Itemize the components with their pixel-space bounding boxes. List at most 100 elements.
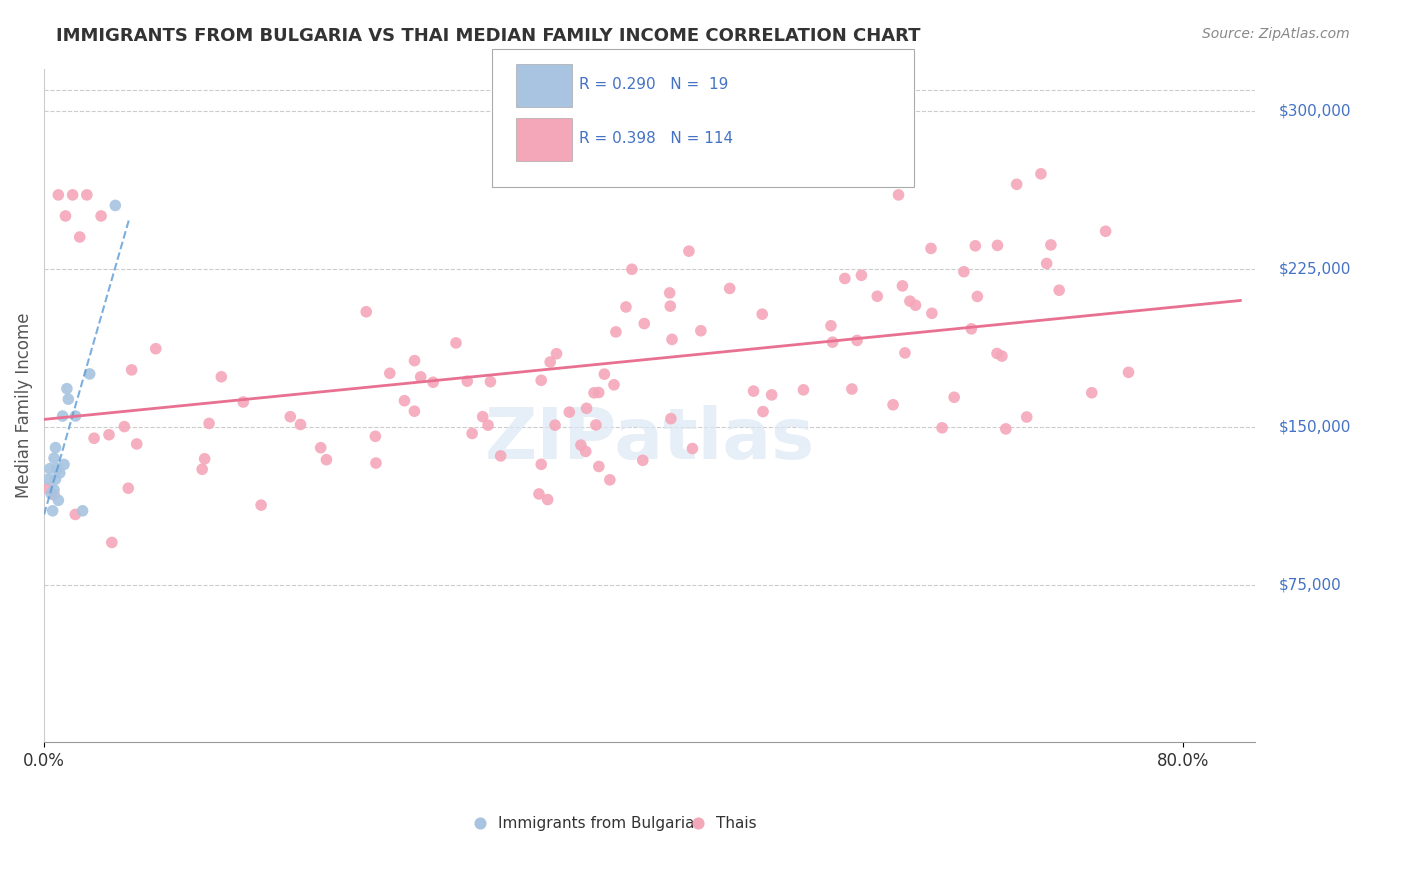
Point — [801, 735, 824, 749]
Point — [58, 392, 80, 407]
Point — [39, 487, 62, 501]
Point — [37, 481, 59, 495]
Point — [846, 334, 869, 348]
Point — [681, 442, 703, 456]
Point — [145, 342, 167, 356]
Point — [53, 458, 76, 472]
Point — [752, 404, 775, 418]
Point — [394, 393, 416, 408]
Point — [56, 382, 79, 396]
Point — [38, 461, 60, 475]
Point — [661, 332, 683, 346]
Point — [960, 322, 983, 336]
Point — [530, 458, 553, 472]
Point — [49, 466, 72, 480]
Point — [404, 404, 426, 418]
Point — [620, 262, 643, 277]
Point — [1005, 178, 1028, 192]
Point — [891, 278, 914, 293]
Point — [194, 451, 217, 466]
Point — [42, 483, 65, 497]
Text: $75,000: $75,000 — [1278, 577, 1341, 592]
Text: ZIPatlas: ZIPatlas — [484, 405, 814, 474]
Point — [588, 385, 610, 400]
Point — [603, 377, 626, 392]
Point — [605, 325, 627, 339]
Point — [546, 347, 568, 361]
Point — [659, 299, 682, 313]
Point — [90, 209, 112, 223]
Point — [689, 324, 711, 338]
Point — [461, 426, 484, 441]
Point — [538, 355, 561, 369]
Point — [44, 441, 66, 455]
Point — [422, 376, 444, 390]
Point — [471, 409, 494, 424]
Point — [117, 481, 139, 495]
Point — [79, 367, 101, 381]
Point — [904, 298, 927, 312]
Point — [678, 244, 700, 259]
Point — [44, 472, 66, 486]
Point — [921, 306, 943, 320]
Point — [104, 198, 127, 212]
Point — [792, 383, 814, 397]
Point — [48, 187, 70, 202]
Point — [588, 459, 610, 474]
Point — [309, 441, 332, 455]
Text: $300,000: $300,000 — [1278, 103, 1351, 118]
Point — [986, 346, 1008, 360]
Point — [866, 289, 889, 303]
Point — [45, 461, 67, 475]
Point — [1047, 283, 1070, 297]
Point — [820, 318, 842, 333]
Point — [821, 335, 844, 350]
Point — [931, 421, 953, 435]
Point — [546, 735, 568, 749]
Point — [1039, 238, 1062, 252]
Point — [1029, 167, 1052, 181]
Point — [593, 367, 616, 381]
Point — [745, 167, 768, 181]
Point — [479, 375, 502, 389]
Point — [364, 429, 387, 443]
Point — [920, 242, 942, 256]
Point — [575, 401, 598, 416]
Text: Immigrants from Bulgaria: Immigrants from Bulgaria — [498, 816, 695, 830]
Point — [378, 366, 401, 380]
Point — [121, 363, 143, 377]
Point — [953, 265, 976, 279]
Point — [1035, 256, 1057, 270]
Point — [1094, 224, 1116, 238]
Point — [841, 382, 863, 396]
Point — [614, 300, 637, 314]
Point — [583, 385, 606, 400]
Point — [55, 209, 77, 223]
Point — [65, 508, 87, 522]
Point — [42, 451, 65, 466]
Point — [112, 419, 135, 434]
Point — [569, 438, 592, 452]
Point — [887, 187, 910, 202]
Point — [575, 444, 598, 458]
Point — [76, 187, 98, 202]
Point — [101, 535, 124, 549]
Point — [986, 238, 1008, 252]
Point — [48, 493, 70, 508]
Point — [537, 492, 560, 507]
Text: Source: ZipAtlas.com: Source: ZipAtlas.com — [1202, 27, 1350, 41]
Text: IMMIGRANTS FROM BULGARIA VS THAI MEDIAN FAMILY INCOME CORRELATION CHART: IMMIGRANTS FROM BULGARIA VS THAI MEDIAN … — [56, 27, 921, 45]
Point — [315, 452, 337, 467]
Point — [834, 271, 856, 285]
Point — [250, 498, 273, 512]
Point — [633, 317, 655, 331]
Point — [1015, 409, 1038, 424]
Point — [278, 409, 301, 424]
Point — [125, 437, 148, 451]
Point — [489, 449, 512, 463]
Point — [477, 418, 499, 433]
Point — [198, 417, 221, 431]
Point — [599, 473, 621, 487]
Y-axis label: Median Family Income: Median Family Income — [15, 313, 32, 499]
Point — [898, 294, 921, 309]
